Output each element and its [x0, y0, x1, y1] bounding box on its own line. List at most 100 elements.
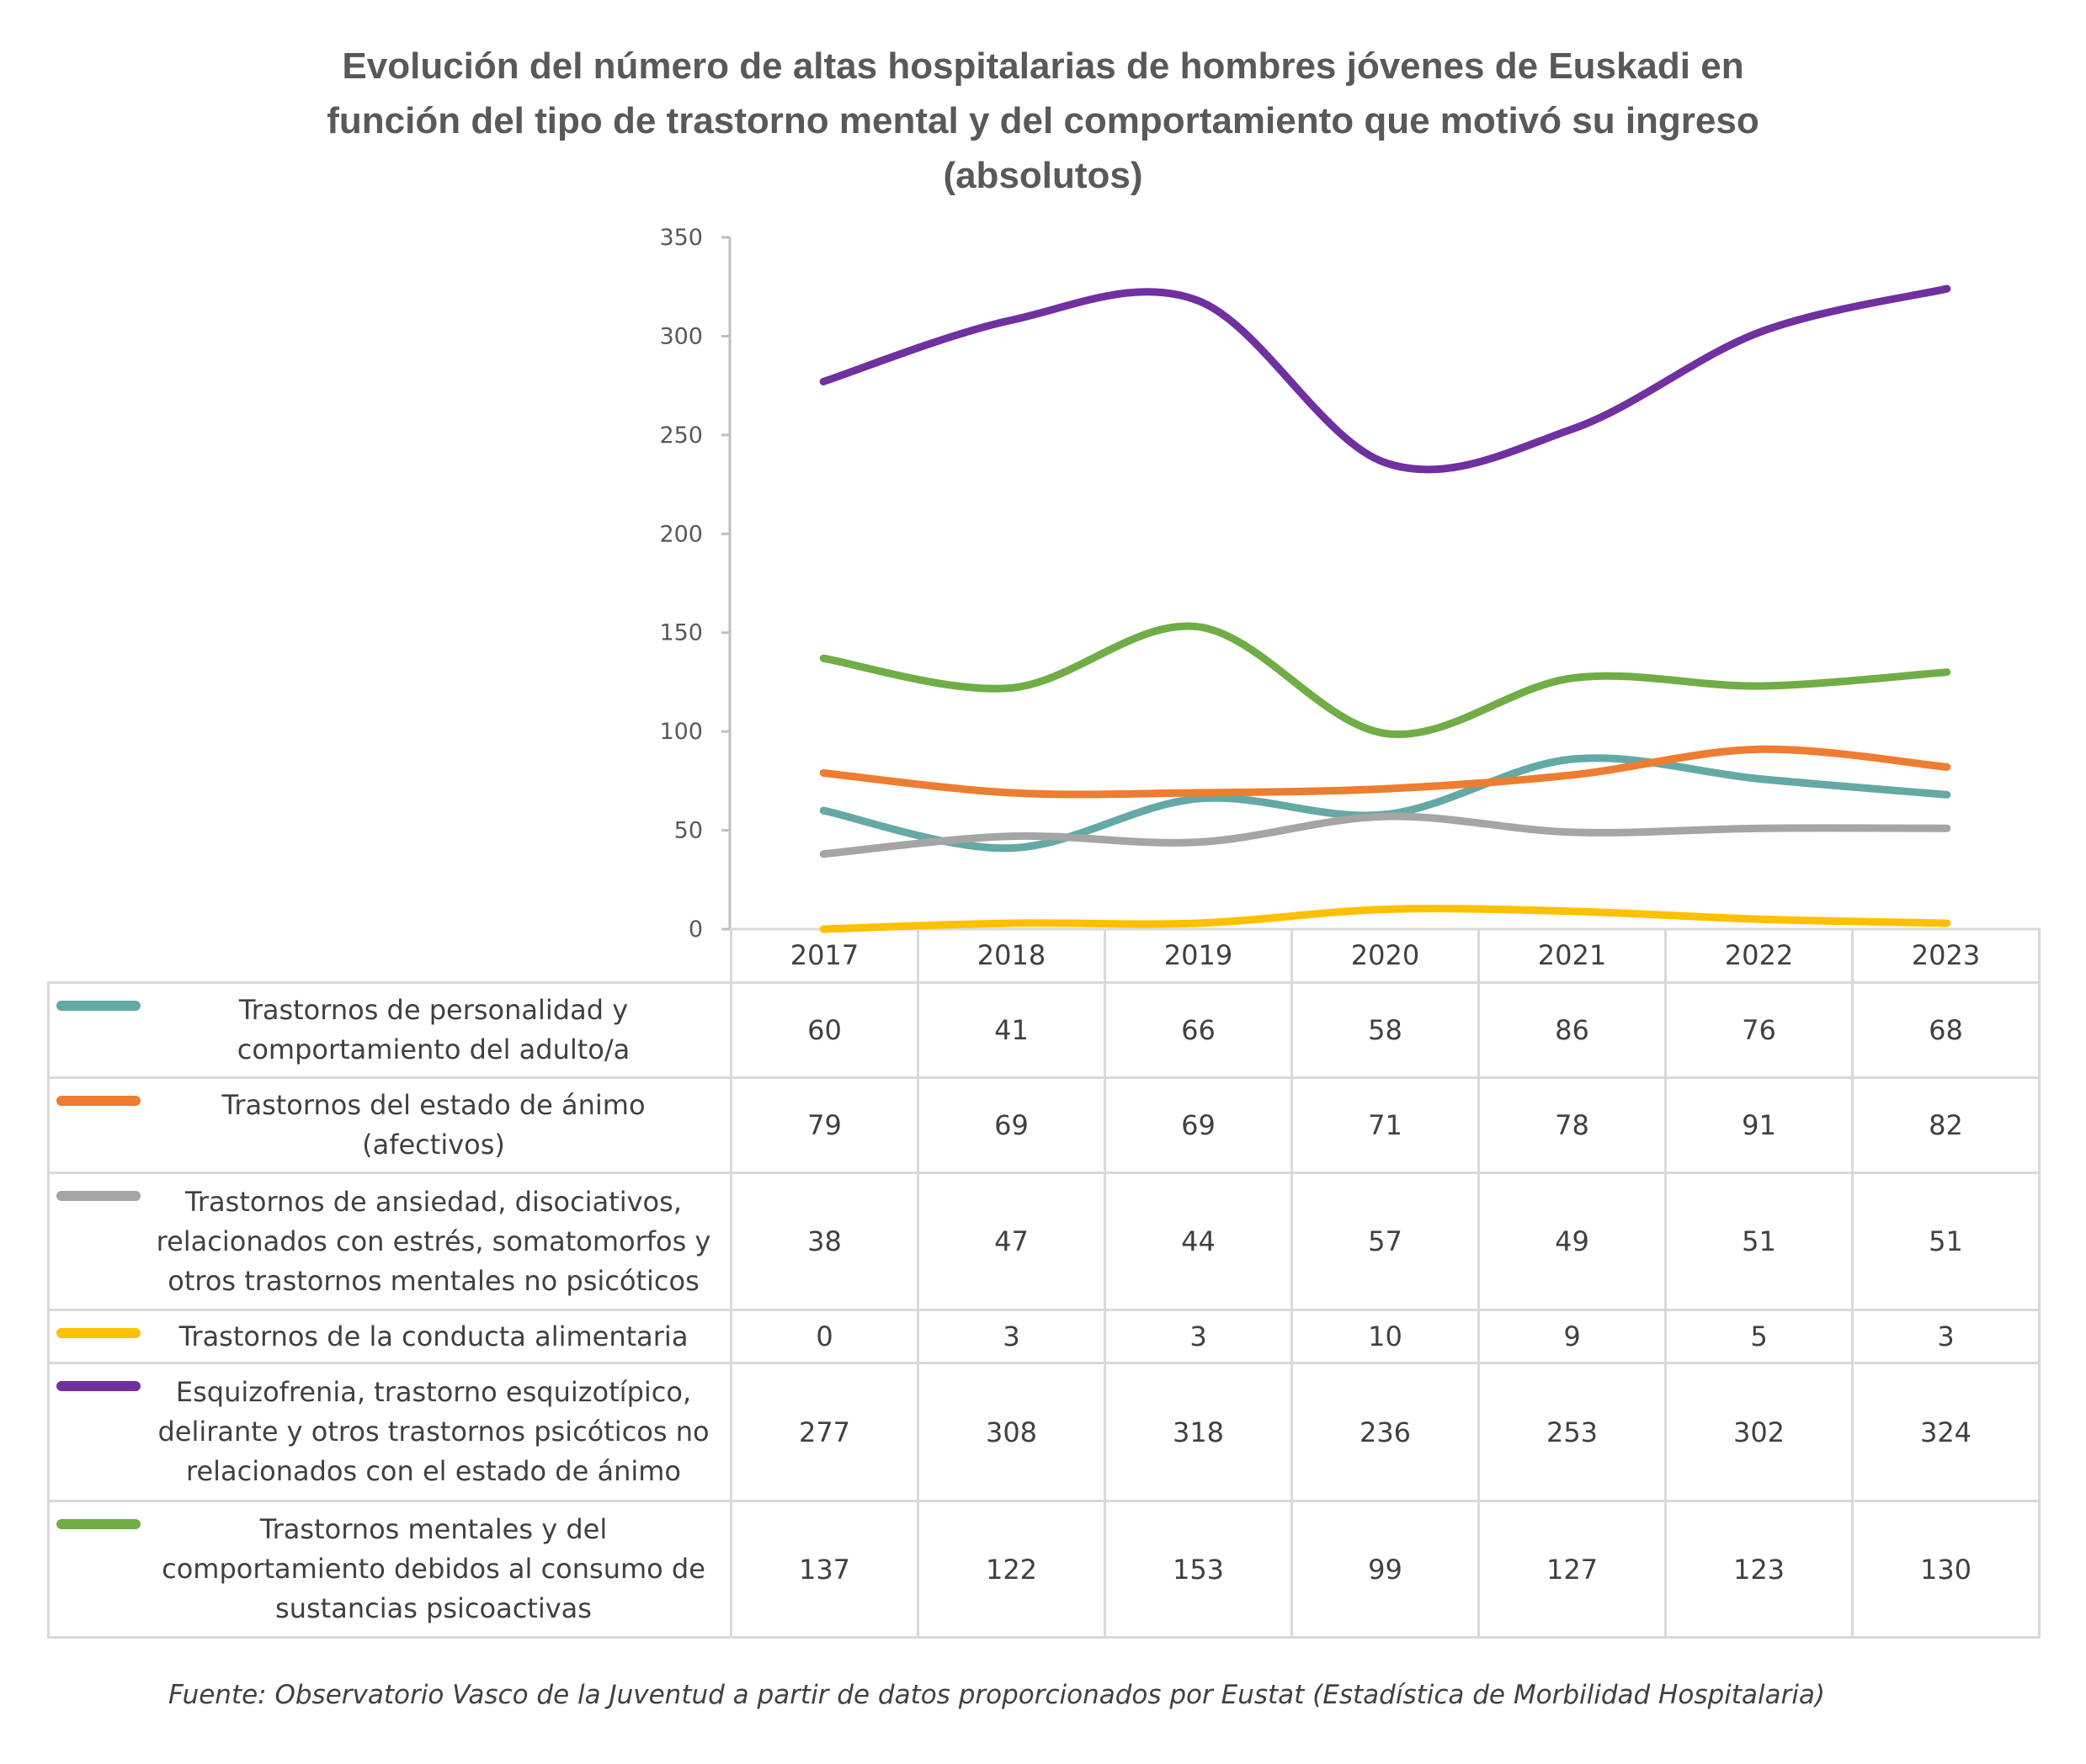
- data-label: 82: [1851, 1076, 2041, 1174]
- table-row: Esquizofrenia, trastorno esquizotípico, d…: [47, 1362, 2041, 1502]
- legend-label-line: otros trastornos mentales no psicóticos: [168, 1264, 700, 1297]
- legend-label-line: delirante y otros trastornos psicóticos …: [157, 1416, 710, 1448]
- chart-title-line-1: Evolución del número de altas hospitalar…: [342, 45, 1744, 87]
- y-tick-label: 100: [659, 719, 703, 745]
- legend-label: Trastornos mentales y del comportamiento …: [50, 1510, 730, 1629]
- data-label: 47: [917, 1172, 1106, 1311]
- legend-label: Trastornos de la conducta alimentaria: [50, 1317, 730, 1357]
- series-lines: [819, 284, 1951, 933]
- legend-swatch: [56, 1328, 141, 1338]
- data-label: 68: [1851, 981, 2041, 1079]
- legend-entry: Trastornos de ansiedad, disociativos, rel…: [47, 1172, 732, 1311]
- data-label: 9: [1477, 1309, 1667, 1364]
- y-tick-label: 250: [659, 422, 703, 449]
- data-label: 5: [1664, 1309, 1854, 1364]
- data-label: 10: [1290, 1309, 1480, 1364]
- y-tick-label: 200: [659, 521, 703, 547]
- x-tick-label: 2019: [1104, 929, 1293, 984]
- series-line-6: [819, 622, 1951, 739]
- y-tick-label: 50: [674, 818, 703, 844]
- data-label: 99: [1290, 1500, 1480, 1639]
- header-blank-cell: [48, 929, 732, 984]
- data-label: 69: [917, 1076, 1106, 1174]
- chart-title-line-3: (absolutos): [943, 155, 1143, 196]
- legend-label-line: Trastornos de la conducta alimentaria: [178, 1320, 689, 1352]
- data-label: 58: [1290, 981, 1480, 1079]
- legend-label: Trastornos de personalidad y comportamien…: [50, 991, 730, 1070]
- data-label: 49: [1477, 1172, 1667, 1311]
- legend-label-line: comportamiento debidos al consumo de: [162, 1553, 705, 1585]
- data-label: 308: [917, 1362, 1106, 1502]
- data-label: 3: [1851, 1309, 2041, 1364]
- data-table: 2017 2018 2019 2020 2021 2022 2023 Trastornos …: [47, 929, 2041, 1639]
- data-label: 127: [1477, 1500, 1667, 1639]
- data-label: 130: [1851, 1500, 2041, 1639]
- y-tick-label: 300: [659, 323, 703, 349]
- data-label: 69: [1104, 1076, 1293, 1174]
- data-label: 57: [1290, 1172, 1480, 1311]
- legend-swatch: [56, 1096, 141, 1106]
- data-label: 137: [730, 1500, 919, 1639]
- series-line-5: [819, 284, 1951, 474]
- data-label: 51: [1664, 1172, 1854, 1311]
- legend-label: Trastornos de ansiedad, disociativos, rel…: [50, 1182, 730, 1301]
- table-row: Trastornos del estado de ánimo (afectivos…: [47, 1076, 2041, 1174]
- series-line-2: [819, 745, 1951, 799]
- data-label: 71: [1290, 1076, 1480, 1174]
- x-tick-label: 2023: [1851, 929, 2041, 984]
- table-row: Trastornos de ansiedad, disociativos, rel…: [47, 1172, 2041, 1311]
- legend-entry: Trastornos del estado de ánimo (afectivos…: [47, 1076, 732, 1174]
- data-label: 38: [730, 1172, 919, 1311]
- table-row: Trastornos de la conducta alimentaria 0 3 3…: [47, 1309, 2041, 1364]
- data-label: 79: [730, 1076, 919, 1174]
- data-label: 66: [1104, 981, 1293, 1079]
- data-label: 44: [1104, 1172, 1293, 1311]
- data-label: 123: [1664, 1500, 1854, 1639]
- data-label: 324: [1851, 1362, 2041, 1502]
- data-label: 76: [1664, 981, 1854, 1079]
- data-label: 277: [730, 1362, 919, 1502]
- data-label: 3: [917, 1309, 1106, 1364]
- data-label: 122: [917, 1500, 1106, 1639]
- data-label: 60: [730, 981, 919, 1079]
- legend-swatch: [56, 1191, 141, 1201]
- table-row: Trastornos de personalidad y comportamien…: [47, 981, 2041, 1079]
- data-label: 3: [1104, 1309, 1293, 1364]
- chart-title: Evolución del número de altas hospitalar…: [0, 39, 2086, 203]
- year-header-row: 2017 2018 2019 2020 2021 2022 2023: [48, 929, 2041, 984]
- data-label: 51: [1851, 1172, 2041, 1311]
- legend-label: Trastornos del estado de ánimo (afectivos…: [50, 1086, 730, 1165]
- y-tick-label: 150: [659, 620, 703, 646]
- legend-entry: Trastornos mentales y del comportamiento …: [47, 1500, 732, 1639]
- legend-swatch: [56, 1519, 141, 1529]
- table-row: Trastornos mentales y del comportamiento …: [47, 1500, 2041, 1639]
- data-label: 86: [1477, 981, 1667, 1079]
- legend-label-line: sustancias psicoactivas: [275, 1592, 592, 1624]
- legend-swatch: [56, 1381, 141, 1391]
- legend-label-line: Trastornos mentales y del: [259, 1513, 608, 1545]
- legend-entry: Trastornos de la conducta alimentaria: [47, 1309, 732, 1364]
- data-label: 253: [1477, 1362, 1667, 1502]
- y-tick-label: 350: [659, 225, 703, 251]
- legend-label-line: Trastornos del estado de ánimo: [221, 1089, 646, 1121]
- data-label: 41: [917, 981, 1106, 1079]
- data-label: 318: [1104, 1362, 1293, 1502]
- source-footnote: Fuente: Observatorio Vasco de la Juventu…: [168, 1680, 1825, 1710]
- legend-label-line: relacionados con estrés, somatomorfos y: [156, 1225, 711, 1257]
- legend-entry: Esquizofrenia, trastorno esquizotípico, d…: [47, 1362, 732, 1502]
- legend-label-line: (afectivos): [362, 1129, 505, 1161]
- x-tick-label: 2022: [1664, 929, 1854, 984]
- data-label: 236: [1290, 1362, 1480, 1502]
- legend-entry: Trastornos de personalidad y comportamien…: [47, 981, 732, 1079]
- legend-swatch: [56, 1001, 141, 1011]
- legend-label: Esquizofrenia, trastorno esquizotípico, d…: [50, 1373, 730, 1491]
- data-label: 78: [1477, 1076, 1667, 1174]
- x-tick-label: 2017: [730, 929, 919, 984]
- legend-label-line: Esquizofrenia, trastorno esquizotípico,: [175, 1376, 692, 1408]
- data-label: 153: [1104, 1500, 1293, 1639]
- data-label: 0: [730, 1309, 919, 1364]
- series-line-4: [819, 905, 1951, 933]
- series-line-3: [819, 812, 1951, 858]
- legend-label-line: comportamiento del adulto/a: [237, 1033, 631, 1065]
